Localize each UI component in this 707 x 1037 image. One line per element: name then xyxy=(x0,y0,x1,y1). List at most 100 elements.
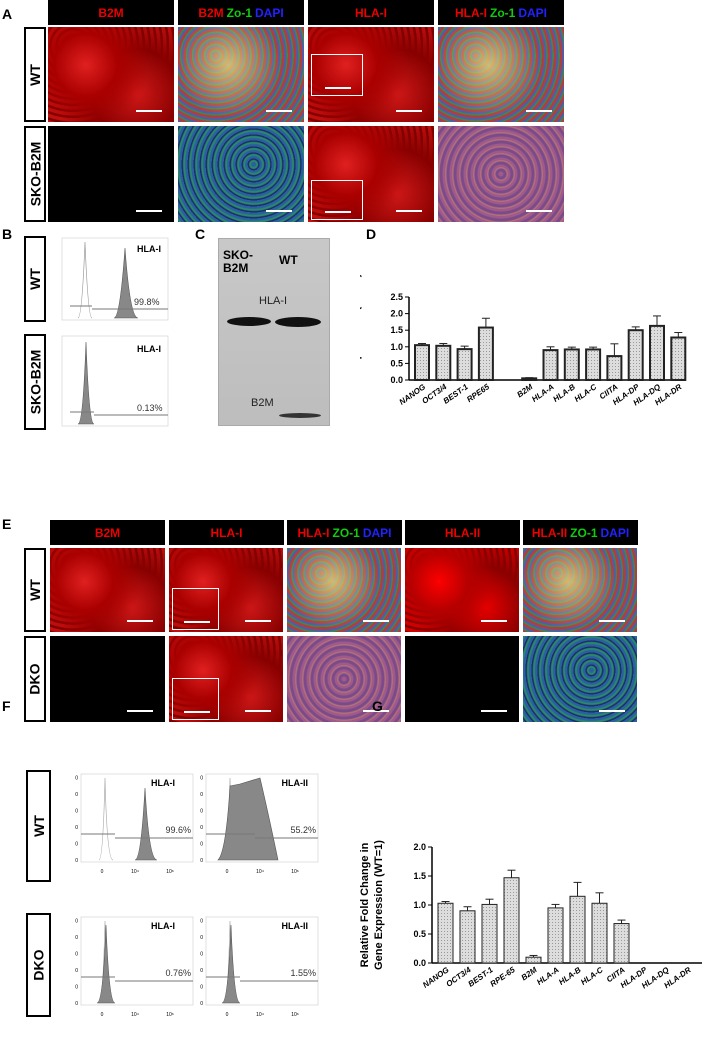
y-tick-label: 60 xyxy=(200,809,203,815)
channel-label: DAPI xyxy=(600,525,630,540)
y-tick-label: 100 xyxy=(75,919,78,925)
x-tick-label: HLA-B xyxy=(551,382,577,404)
channel-label: Zo-1 xyxy=(226,5,252,20)
bar xyxy=(456,348,473,381)
y-tick-label: 1.0 xyxy=(390,342,403,352)
x-tick-label: RPE-65 xyxy=(489,965,518,989)
x-tick-label: 10⁴ xyxy=(256,1012,264,1018)
flow-histogram: HLA-I 0.13% xyxy=(61,335,169,427)
x-tick-label: 10⁴ xyxy=(131,869,139,875)
micrograph xyxy=(287,548,401,632)
y-tick-label: 2.0 xyxy=(413,842,426,852)
bar xyxy=(606,355,623,381)
marker-label: HLA-I xyxy=(137,344,161,354)
channel-label: ZO-1 xyxy=(570,525,598,540)
channel-label: DAPI xyxy=(518,5,547,20)
y-tick-label: 100 xyxy=(200,919,203,925)
micrograph xyxy=(405,548,519,632)
x-tick-label: HLA-C xyxy=(573,382,599,404)
channel-label: HLA-I xyxy=(355,5,387,20)
micrograph xyxy=(405,636,519,722)
channel-label: B2M xyxy=(94,525,121,540)
y-tick-label: 0.0 xyxy=(390,375,403,385)
flow-histogram: 0 20 40 60 80 100 0 10⁴ 10⁶ HLA-II 1.55% xyxy=(200,916,319,1018)
channel-label: HLA-I xyxy=(210,525,243,540)
panel-label-c: C xyxy=(195,226,206,242)
micrograph xyxy=(48,27,174,122)
micrograph xyxy=(438,126,564,222)
y-tick-label: 1.0 xyxy=(413,900,426,910)
y-tick-label: 40 xyxy=(75,968,78,974)
percent-positive: 1.55% xyxy=(290,968,316,978)
bar xyxy=(459,910,476,964)
x-tick-label: 10⁴ xyxy=(256,869,264,875)
y-tick-label: 80 xyxy=(200,792,203,798)
row-label-wt: WT xyxy=(26,770,51,882)
bar xyxy=(649,324,665,382)
flow-histogram: HLA-I 99.8% xyxy=(61,237,169,321)
y-tick-label: 80 xyxy=(75,792,78,798)
row-label-wt: WT xyxy=(24,236,46,322)
x-tick-label: 10⁶ xyxy=(166,869,174,875)
channel-label: HLA-II xyxy=(444,525,481,540)
x-tick-label: 0 xyxy=(101,1012,104,1018)
y-tick-label: 40 xyxy=(200,825,203,831)
bar-chart-g: Relative Fold Change in Gene Expression (… xyxy=(360,840,702,990)
channel-header: B2M xyxy=(50,520,165,545)
micrograph xyxy=(50,548,165,632)
bar xyxy=(670,336,687,381)
x-tick-label: 0 xyxy=(226,1012,229,1018)
micrograph xyxy=(50,636,165,722)
percent-positive: 55.2% xyxy=(290,825,316,835)
flow-histogram: 0 20 40 60 80 100 0 10⁴ 10⁶ HLA-I 99.6% xyxy=(75,773,194,875)
bar xyxy=(563,348,580,382)
y-tick-label: 20 xyxy=(200,842,203,848)
micrograph xyxy=(308,27,434,122)
channel-label: B2M xyxy=(198,5,224,20)
y-tick-label: 80 xyxy=(200,935,203,941)
x-tick-label: 10⁶ xyxy=(291,869,299,875)
y-tick-label: 40 xyxy=(200,968,203,974)
marker-label: HLA-I xyxy=(151,778,175,788)
x-tick-label: RPE65 xyxy=(465,382,491,404)
western-blot: SKO- B2M WT HLA-I B2M xyxy=(218,238,330,426)
band xyxy=(275,317,321,327)
bar xyxy=(525,956,542,964)
x-tick-label: 10⁶ xyxy=(291,1012,299,1018)
bar xyxy=(591,902,608,964)
y-tick-label: 0 xyxy=(75,1001,78,1007)
panel-label-e: E xyxy=(2,516,12,532)
bar xyxy=(481,903,498,964)
bar xyxy=(477,326,494,381)
y-tick-label: 0 xyxy=(200,1001,203,1007)
marker-label: HLA-II xyxy=(282,921,309,931)
micrograph xyxy=(178,27,304,122)
bar xyxy=(521,377,538,381)
panel-label-f: F xyxy=(2,698,11,714)
x-tick-label: HLA-B xyxy=(557,965,583,987)
y-tick-label: 0.5 xyxy=(390,358,403,368)
y-tick-label: 1.5 xyxy=(413,871,426,881)
channel-label: B2M xyxy=(98,5,124,20)
x-tick-label: HLA-C xyxy=(579,965,605,987)
bar xyxy=(627,329,644,381)
channel-label: Zo-1 xyxy=(489,5,516,20)
y-tick-label: 40 xyxy=(75,825,78,831)
x-tick-label: 0 xyxy=(226,869,229,875)
bar xyxy=(569,895,586,964)
row-label-dko: DKO xyxy=(26,913,51,1017)
panel-label-a: A xyxy=(2,6,13,22)
flow-histogram: 0 20 40 60 80 100 0 10⁴ 10⁶ HLA-I 0.76% xyxy=(75,916,194,1018)
bar xyxy=(435,344,452,381)
band xyxy=(279,413,321,418)
micrograph xyxy=(287,636,401,722)
channel-header: HLA-II xyxy=(405,520,520,545)
y-tick-label: 60 xyxy=(75,809,78,815)
channel-label: DAPI xyxy=(362,525,392,540)
y-tick-label: 2.5 xyxy=(390,292,403,302)
micrograph xyxy=(308,126,434,222)
micrograph xyxy=(438,27,564,122)
bar xyxy=(585,348,602,382)
